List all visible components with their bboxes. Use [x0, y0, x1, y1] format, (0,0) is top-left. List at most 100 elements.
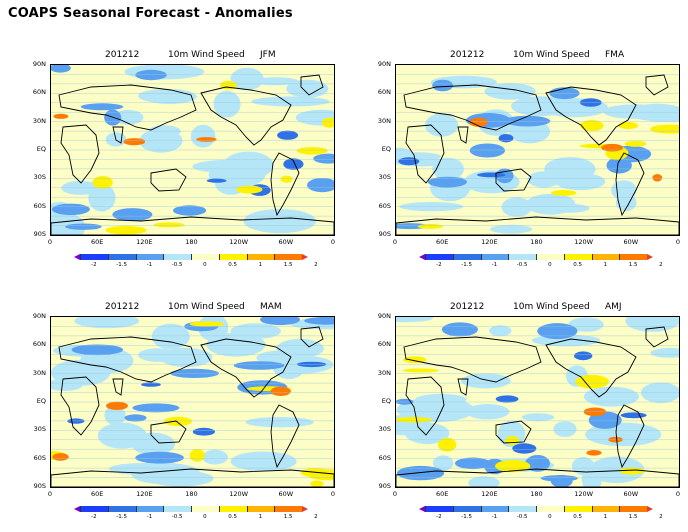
anomaly-patch-light-blue: [640, 111, 679, 122]
anomaly-patch-yellow: [189, 449, 205, 462]
anomaly-patch-orange: [652, 174, 663, 182]
anomaly-map: [395, 64, 680, 236]
anomaly-patch-yellow: [649, 124, 679, 134]
continent-outline: [51, 216, 334, 235]
continent-outline: [396, 468, 679, 487]
colorbar-min-arrow: [74, 506, 80, 512]
lat-label: 30N: [32, 368, 46, 377]
anomaly-map: [395, 316, 680, 488]
anomaly-patch-light-blue: [252, 77, 299, 86]
continent-outline: [403, 336, 542, 383]
anomaly-patch-blue: [525, 455, 550, 472]
lon-label: 60E: [90, 238, 104, 246]
anomaly-map: [50, 64, 335, 236]
colorbar-tick-label: 1: [603, 514, 608, 520]
continent-outline: [495, 420, 532, 444]
anomaly-patch-blue: [504, 115, 551, 127]
colorbar-tick-label: 2: [314, 514, 318, 520]
anomaly-patch-yellow: [403, 356, 427, 363]
anomaly-patch-light-blue: [202, 449, 228, 465]
lon-label: 0: [47, 490, 53, 498]
anomaly-map-svg: [396, 65, 679, 235]
panel-title-variable: 10m Wind Speed: [513, 50, 590, 60]
lat-label: 60N: [32, 340, 46, 349]
anomaly-patch-blue: [170, 368, 219, 378]
anomaly-patch-light-blue: [213, 90, 241, 118]
colorbar-tick-label: -1.5: [116, 514, 127, 520]
lon-label: 120E: [481, 490, 498, 498]
colorbar-tick-label: 0.5: [573, 514, 582, 520]
colorbar-swatch: [191, 254, 219, 260]
continent-outline: [300, 326, 324, 348]
continent-outline: [615, 404, 645, 469]
lon-label: 180: [185, 490, 198, 498]
anomaly-patch-dark-blue: [498, 134, 514, 143]
lat-label: 30N: [377, 116, 391, 125]
colorbar-tick-label: 0: [203, 514, 207, 520]
anomaly-patch-light-blue: [113, 109, 144, 125]
panel-title-season: FMA: [605, 50, 625, 60]
panel-title-season: AMJ: [605, 302, 622, 312]
continent-outline: [51, 468, 334, 487]
anomaly-patch-yellow: [619, 467, 645, 475]
colorbar-tick-label: -1.5: [461, 262, 472, 268]
colorbar-swatch: [163, 254, 191, 260]
colorbar-tick-label: -1.5: [461, 514, 472, 520]
anomaly-patch-yellow: [280, 175, 293, 183]
colorbar-swatch: [246, 254, 275, 260]
anomaly-patch-light-blue: [230, 323, 281, 339]
anomaly-patch-light-blue: [230, 67, 264, 91]
colorbar-min-arrow: [419, 506, 425, 512]
anomaly-patch-dark-blue: [192, 427, 215, 436]
anomaly-patch-yellow: [310, 480, 324, 487]
colorbar-tick-label: 0.5: [228, 262, 237, 268]
continent-outline: [645, 74, 669, 96]
colorbar-tick-label: 1: [603, 262, 608, 268]
lon-label: 60E: [435, 490, 449, 498]
anomaly-patch-light-blue: [553, 421, 577, 437]
anomaly-patch-yellow: [504, 435, 520, 446]
anomaly-patch-blue: [51, 203, 90, 215]
anomaly-patch-yellow: [438, 437, 457, 452]
anomaly-patch-dark-blue: [67, 418, 85, 424]
lat-label: 90S: [378, 482, 391, 490]
continent-outline: [457, 378, 469, 396]
anomaly-patch-light-blue: [465, 404, 510, 420]
panel-title-date: 201212: [105, 302, 140, 312]
anomaly-patch-light-blue: [56, 378, 77, 390]
continent-outline: [403, 84, 542, 131]
anomaly-patch-yellow: [189, 321, 225, 327]
anomaly-patch-blue: [260, 317, 300, 326]
continent-outline: [58, 84, 197, 131]
lat-label: 30S: [33, 173, 46, 182]
lon-label: 60W: [623, 238, 639, 246]
colorbar-tick-label: 1.5: [628, 514, 638, 520]
colorbar: -2 -1.5 -1 -0.5 0 0.5 1 1.5 2: [74, 506, 318, 520]
continent-outline: [150, 420, 187, 444]
colorbar-tick-label: 2: [314, 262, 318, 268]
lat-label: 90N: [377, 312, 391, 320]
continent-outline: [545, 338, 637, 398]
continent-outline: [545, 86, 637, 146]
anomaly-patch-orange: [601, 143, 623, 152]
colorbar: -2 -1.5 -1 -0.5 0 0.5 1 1.5 2: [419, 254, 663, 268]
lon-label: 60W: [278, 490, 294, 498]
anomaly-patch-dark-blue: [512, 443, 537, 454]
anomaly-patch-blue: [550, 474, 573, 487]
anomaly-patch-light-blue: [650, 348, 679, 358]
lat-label: 60S: [33, 453, 46, 462]
anomaly-patch-yellow: [575, 374, 609, 389]
lon-label: 180: [530, 238, 543, 246]
anomaly-patch-yellow: [296, 147, 328, 155]
colorbar-swatch: [246, 506, 275, 512]
colorbar-swatch: [591, 506, 620, 512]
colorbar-swatch: [508, 506, 536, 512]
continent-outline: [405, 124, 445, 184]
anomaly-patch-yellow: [417, 224, 443, 229]
anomaly-patch-blue: [51, 65, 71, 73]
anomaly-patch-orange: [53, 113, 69, 119]
anomaly-patch-light-blue: [396, 317, 434, 323]
forecast-panel-fma: 201212 10m Wind Speed FMA 90N 60N 30N EQ 30S 60S…: [355, 50, 680, 280]
lat-label: EQ: [381, 145, 391, 153]
anomaly-patch-light-blue: [230, 451, 297, 472]
